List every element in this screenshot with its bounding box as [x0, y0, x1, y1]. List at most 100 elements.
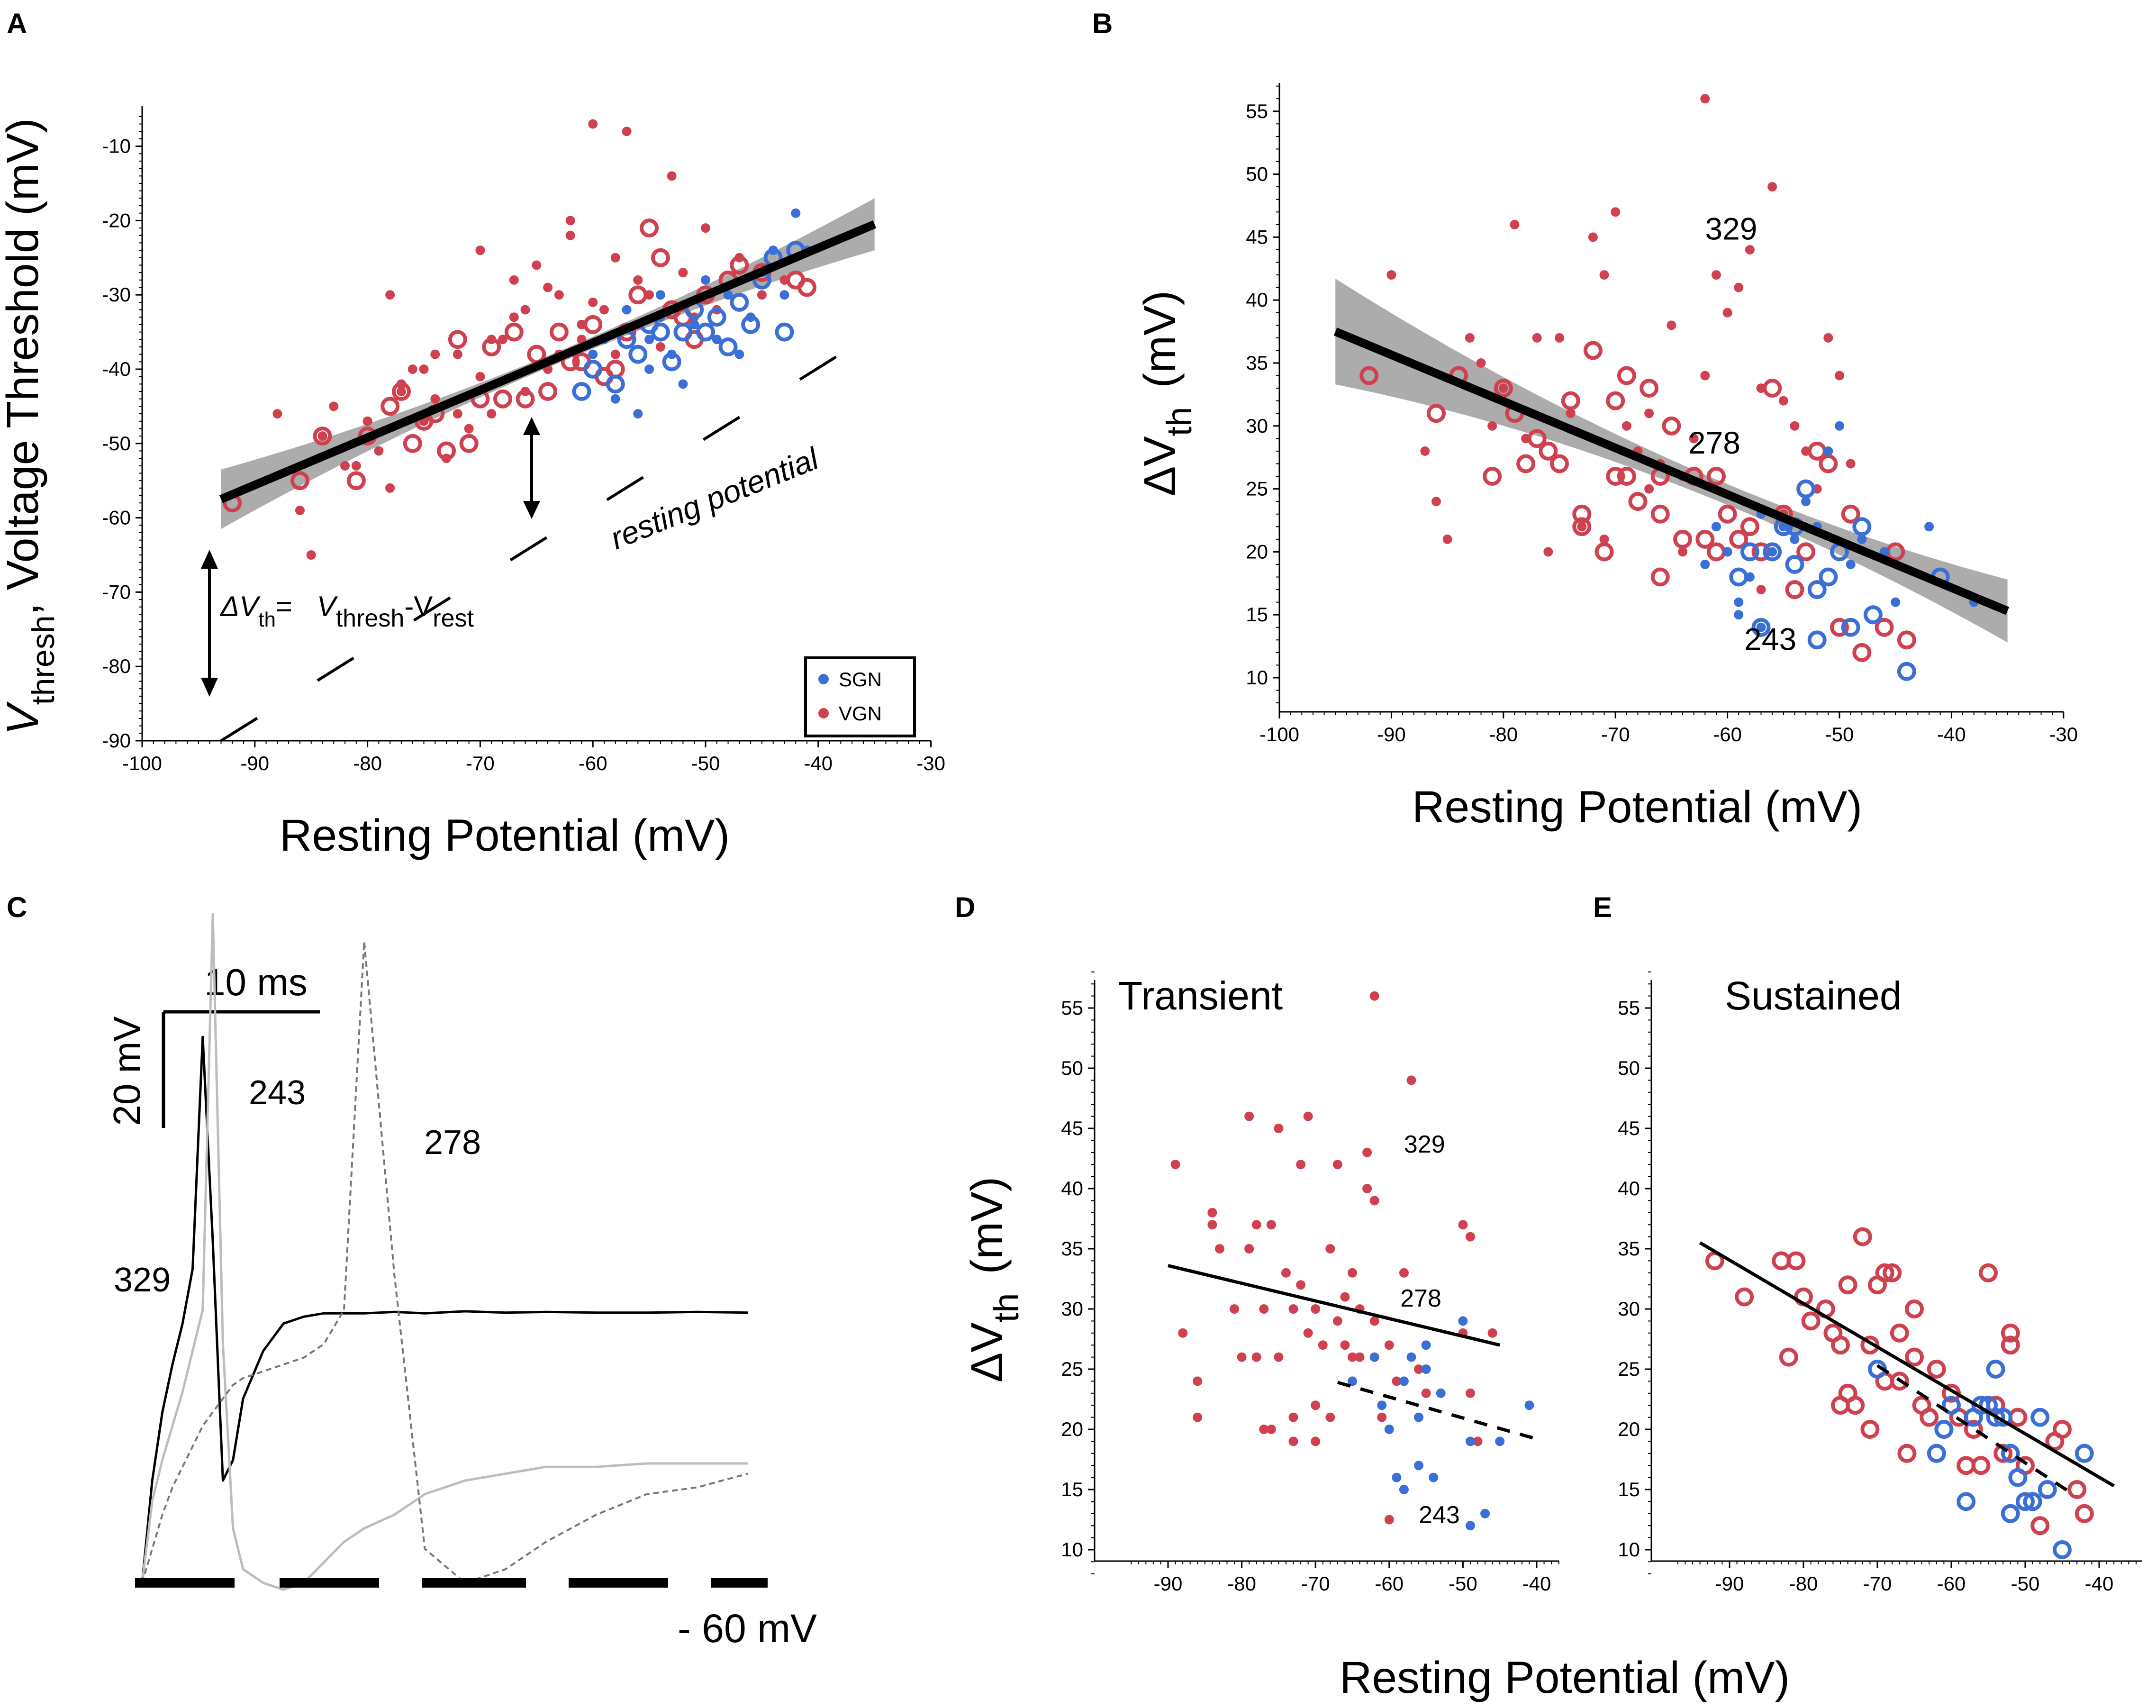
- vgn-point: [1767, 182, 1777, 192]
- vgn-point: [1543, 547, 1553, 557]
- eq-thresh: thresh: [336, 605, 405, 632]
- y-tick-label: -10: [102, 135, 131, 157]
- y-tick-label: 55: [1618, 997, 1640, 1019]
- vgn-open-point: [1359, 366, 1379, 385]
- x-tick-label: -70: [1863, 1572, 1892, 1595]
- sgn-open-point: [1796, 479, 1816, 499]
- vgn-point: [1311, 1304, 1321, 1314]
- y-tick-label: 50: [1246, 163, 1268, 185]
- vgn-open-point: [1628, 492, 1648, 511]
- vgn-open-point: [391, 382, 411, 401]
- vgn-point: [1230, 1304, 1240, 1314]
- trace-label-243: 243: [249, 1074, 306, 1112]
- eq-v: V: [317, 591, 338, 622]
- vgn-point: [1340, 1292, 1350, 1302]
- sgn-open-point: [730, 292, 749, 312]
- sgn-open-point: [628, 345, 648, 364]
- vgn-point: [701, 223, 710, 233]
- vgn-open-point: [1706, 467, 1726, 486]
- vgn-open-point: [651, 248, 670, 267]
- vgn-open-point: [1971, 1456, 1991, 1475]
- sgn-open-point: [2030, 1408, 2050, 1427]
- vgn-open-point: [1897, 630, 1916, 650]
- vgn-point: [1281, 1268, 1291, 1278]
- panel-e-x-ticks: -90 -80 -70 -60 -50 -40: [1677, 1561, 2137, 1595]
- panel-d-letter: D: [955, 891, 975, 923]
- sgn-point: [779, 290, 789, 300]
- panel-b-y-label: ΔVth (mV): [1135, 291, 1199, 496]
- sgn-open-point: [1763, 542, 1782, 562]
- sgn-open-point: [696, 322, 715, 342]
- x-tick-label: -80: [1227, 1572, 1256, 1595]
- vgn-point: [1846, 459, 1856, 469]
- panel-d-title: Transient: [1118, 973, 1283, 1018]
- sgn-open-point: [1751, 618, 1771, 637]
- vgn-open-point: [549, 322, 569, 342]
- y-tick-label: -50: [102, 432, 131, 454]
- vgn-open-point: [1964, 1420, 1983, 1439]
- vgn-point: [1465, 333, 1475, 343]
- vgn-point: [1384, 1515, 1394, 1525]
- panel-d-cell-labels: 329 278 243: [1400, 1131, 1460, 1529]
- d-ylabel-th: th: [987, 1293, 1026, 1323]
- vgn-open-point: [797, 278, 817, 297]
- vgn-open-point: [1883, 1263, 1902, 1282]
- vgn-point: [1711, 270, 1721, 280]
- y-tick-label: 45: [1061, 1117, 1083, 1139]
- sgn-open-point: [1807, 580, 1827, 600]
- x-tick-label: -90: [1377, 723, 1406, 745]
- d-ylabel-delta: ΔV: [962, 1322, 1012, 1382]
- sgn-open-point: [718, 337, 738, 356]
- vgn-open-point: [346, 471, 366, 491]
- vgn-point: [1473, 1436, 1483, 1446]
- vgn-point: [1476, 358, 1486, 368]
- legend-vgn-label: VGN: [839, 702, 882, 725]
- panel-b-fit-line: [1333, 327, 2010, 615]
- vgn-open-point: [290, 471, 309, 491]
- vgn-point: [1178, 1328, 1188, 1338]
- y-tick-label: -90: [102, 729, 131, 752]
- vgn-point: [667, 171, 677, 181]
- y-tick-label: 25: [1618, 1358, 1640, 1380]
- x-tick-label: -50: [691, 752, 720, 774]
- sgn-point: [1436, 1388, 1446, 1398]
- vgn-point: [1311, 1436, 1321, 1446]
- vgn-open-point: [1993, 1444, 2013, 1463]
- vgn-open-point: [1617, 467, 1636, 486]
- panel-a: A -100 -90 -80 -70 -60 -50 -40 -30 -90-80-70-60…: [0, 8, 945, 861]
- vgn-point: [1487, 1328, 1497, 1338]
- cell-label: 243: [1419, 1501, 1460, 1529]
- panel-a-x-ticks: -100 -90 -80 -70 -60 -50 -40 -30: [122, 741, 945, 774]
- sgn-open-point: [2074, 1444, 2094, 1463]
- y-tick-label: -70: [102, 581, 131, 603]
- vgn-open-point: [1572, 504, 1592, 524]
- sgn-point: [1711, 522, 1721, 532]
- vgn-point: [1348, 1268, 1357, 1278]
- vgn-point: [1274, 1352, 1284, 1362]
- vgn-point: [453, 349, 462, 359]
- vgn-open-point: [1905, 1347, 1924, 1367]
- sgn-point: [1384, 1425, 1394, 1434]
- vgn-point: [1193, 1376, 1203, 1386]
- x-tick-label: -80: [1489, 723, 1518, 745]
- x-tick-label: -50: [1825, 723, 1854, 745]
- vgn-point: [1325, 1412, 1335, 1422]
- y-tick-label: 20: [1618, 1418, 1640, 1440]
- sgn-point: [1891, 597, 1901, 607]
- x-tick-label: -40: [1522, 1572, 1551, 1595]
- x-tick-label: -60: [1713, 723, 1742, 745]
- vgn-open-point: [380, 397, 400, 416]
- vgn-open-point: [1905, 1299, 1924, 1318]
- vgn-open-point: [459, 434, 479, 453]
- sgn-open-point: [1897, 662, 1916, 681]
- y-tick-label: 15: [1246, 603, 1268, 626]
- vgn-point: [1510, 219, 1520, 229]
- trace-278: [141, 940, 748, 1584]
- sgn-point: [1392, 1472, 1402, 1482]
- panel-e-title: Sustained: [1725, 973, 1902, 1018]
- sgn-open-point: [775, 322, 794, 342]
- fit-line-dashed: [1337, 1381, 1537, 1441]
- vgn-open-point: [1860, 1336, 1880, 1355]
- vgn-point: [1207, 1208, 1217, 1217]
